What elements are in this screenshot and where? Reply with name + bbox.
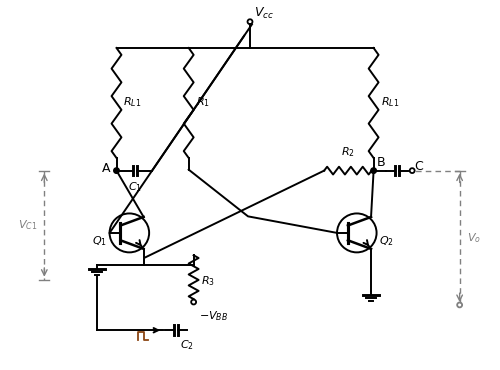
Text: $C_2$: $C_2$	[180, 338, 194, 352]
Text: $Q_1$: $Q_1$	[92, 234, 107, 248]
Text: $V_{cc}$: $V_{cc}$	[254, 6, 274, 21]
Text: $R_3$: $R_3$	[200, 275, 214, 289]
Text: $-V_{BB}$: $-V_{BB}$	[198, 309, 228, 323]
Text: $R_{L1}$: $R_{L1}$	[380, 95, 399, 110]
Text: $V_{C1}$: $V_{C1}$	[18, 218, 38, 232]
Text: A: A	[102, 162, 110, 175]
Text: $R_2$: $R_2$	[341, 145, 355, 159]
Text: $V_o$: $V_o$	[466, 231, 480, 245]
Text: C: C	[414, 160, 423, 173]
Text: $Q_2$: $Q_2$	[378, 234, 394, 248]
Text: $R_{L1}$: $R_{L1}$	[124, 95, 142, 110]
Text: B: B	[376, 157, 385, 169]
Text: $C_1$: $C_1$	[128, 180, 142, 194]
Circle shape	[114, 168, 119, 173]
Text: $R_1$: $R_1$	[196, 95, 209, 110]
Circle shape	[371, 168, 376, 173]
